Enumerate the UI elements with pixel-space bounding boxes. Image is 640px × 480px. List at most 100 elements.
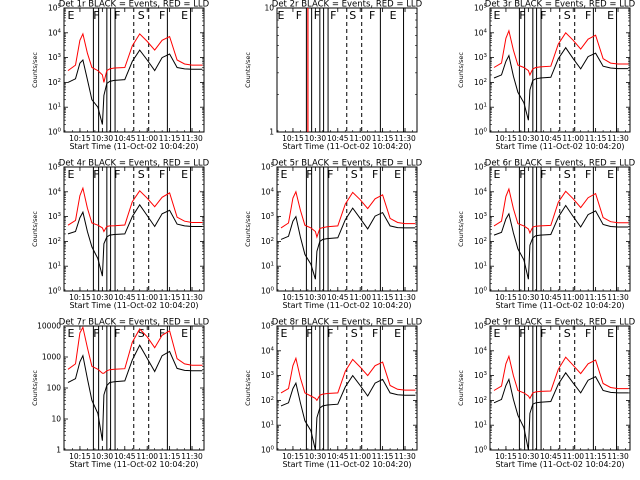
- state-mark: F: [372, 168, 378, 181]
- x-tick-label: 10:45: [327, 134, 349, 143]
- x-axis-label: Start Time (11-Oct-02 10:04:20): [495, 142, 624, 151]
- state-mark: F: [519, 9, 525, 22]
- y-tick-label: 104: [474, 346, 488, 355]
- panel-title: Det 3r BLACK = Events, RED = LLD: [485, 0, 636, 10]
- state-mark: S: [138, 327, 145, 340]
- y-tick-label: 102: [474, 396, 487, 405]
- x-tick-label: 11:30: [394, 293, 416, 302]
- y-tick-label: 101: [48, 262, 61, 271]
- y-tick-label: 101: [261, 421, 274, 430]
- x-tick-label: 11:00: [349, 452, 371, 461]
- x-tick-label: 10:45: [327, 293, 349, 302]
- y-tick-label: 100: [48, 287, 62, 296]
- y-tick-label: 100: [474, 446, 488, 455]
- x-tick-label: 10:30: [305, 452, 327, 461]
- y-tick-label: 1000: [42, 353, 61, 362]
- y-tick-label: 103: [261, 212, 275, 221]
- state-mark: F: [585, 9, 591, 22]
- x-tick-label: 10:15: [282, 452, 304, 461]
- y-axis-label: Counts/sec: [457, 370, 465, 406]
- state-mark: F: [540, 168, 546, 181]
- chart-panel-1: Det 1r BLACK = Events, RED = LLD 100 101 10…: [31, 0, 210, 151]
- x-tick-label: 11:00: [136, 452, 158, 461]
- state-mark: E: [67, 327, 74, 340]
- y-axis-label: Counts/sec: [31, 370, 39, 406]
- state-mark: F: [330, 9, 336, 22]
- x-tick-label: 10:30: [518, 293, 540, 302]
- x-tick-label: 11:15: [372, 452, 394, 461]
- chart-panel-5: Det 5r BLACK = Events, RED = LLD 100 101 10…: [244, 159, 423, 311]
- y-tick-label: 102: [48, 78, 61, 87]
- y-tick-label: 105: [474, 163, 488, 172]
- state-mark: F: [540, 9, 546, 22]
- state-mark: S: [138, 168, 145, 181]
- x-tick-label: 11:30: [607, 134, 629, 143]
- y-tick-label: 103: [48, 212, 62, 221]
- x-tick-label: 10:15: [69, 293, 91, 302]
- x-axis-label: Start Time (11-Oct-02 10:04:20): [282, 301, 411, 310]
- series-lld-line: [280, 190, 416, 239]
- state-mark: F: [114, 9, 120, 22]
- x-tick-label: 10:45: [540, 452, 562, 461]
- y-tick-label: 100: [261, 287, 275, 296]
- state-mark: F: [114, 168, 120, 181]
- series-events-line: [280, 374, 416, 451]
- x-tick-label: 11:30: [607, 452, 629, 461]
- series-lld-line: [67, 32, 203, 83]
- series-lld-line: [493, 354, 629, 400]
- y-axis-label: Counts/sec: [31, 211, 39, 247]
- y-tick-label: 102: [261, 237, 274, 246]
- x-tick-label: 10:15: [282, 293, 304, 302]
- state-mark: E: [67, 9, 74, 22]
- y-axis-label: Counts/sec: [244, 211, 252, 247]
- x-tick-label: 11:00: [562, 293, 584, 302]
- panel-title: Det 2r BLACK = Events, RED = LLD: [272, 0, 423, 10]
- y-tick-label: 103: [261, 371, 275, 380]
- state-mark: F: [314, 9, 320, 22]
- state-mark: F: [159, 327, 165, 340]
- state-mark: S: [564, 327, 571, 340]
- x-tick-label: 11:15: [585, 452, 607, 461]
- x-tick-label: 10:15: [69, 452, 91, 461]
- state-mark: E: [607, 327, 614, 340]
- y-tick-label: 10000: [37, 322, 61, 331]
- state-mark: F: [159, 168, 165, 181]
- y-tick-label: 104: [48, 187, 62, 196]
- y-tick-label: 104: [261, 346, 275, 355]
- state-mark: F: [114, 327, 120, 340]
- y-tick-label: 101: [48, 103, 61, 112]
- state-mark: F: [369, 9, 375, 22]
- x-tick-label: 11:30: [394, 134, 416, 143]
- series-events-line: [493, 371, 629, 451]
- series-events-line: [67, 344, 203, 441]
- state-mark: F: [93, 327, 99, 340]
- series-lld-line: [493, 29, 629, 77]
- y-tick-label: 101: [474, 103, 487, 112]
- x-axis-label: Start Time (11-Oct-02 10:04:20): [69, 460, 198, 469]
- x-axis-label: Start Time (11-Oct-02 10:04:20): [69, 142, 198, 151]
- state-mark: E: [394, 168, 401, 181]
- state-mark: E: [607, 9, 614, 22]
- x-tick-label: 10:30: [518, 134, 540, 143]
- x-tick-label: 11:15: [159, 134, 181, 143]
- x-tick-label: 10:45: [114, 293, 136, 302]
- state-mark: F: [585, 168, 591, 181]
- y-tick-label: 105: [261, 163, 275, 172]
- y-tick-label: 104: [261, 187, 275, 196]
- state-mark: E: [280, 327, 287, 340]
- state-mark: F: [519, 168, 525, 181]
- x-tick-label: 10:15: [495, 452, 517, 461]
- x-tick-label: 11:00: [562, 452, 584, 461]
- panel-title: Det 4r BLACK = Events, RED = LLD: [59, 159, 210, 169]
- y-tick-label: 100: [474, 128, 488, 137]
- chart-panel-7: Det 7r BLACK = Events, RED = LLD 1 10 100 10…: [31, 318, 210, 470]
- x-tick-label: 10:45: [114, 134, 136, 143]
- x-tick-label: 11:30: [181, 452, 203, 461]
- x-tick-label: 11:15: [585, 134, 607, 143]
- x-tick-label: 10:15: [282, 134, 304, 143]
- state-mark: F: [306, 327, 312, 340]
- y-tick-label: 105: [261, 322, 275, 331]
- x-axis-label: Start Time (11-Oct-02 10:04:20): [69, 301, 198, 310]
- chart-panel-4: Det 4r BLACK = Events, RED = LLD 100 101 10…: [31, 159, 210, 311]
- series-events-line: [493, 204, 629, 280]
